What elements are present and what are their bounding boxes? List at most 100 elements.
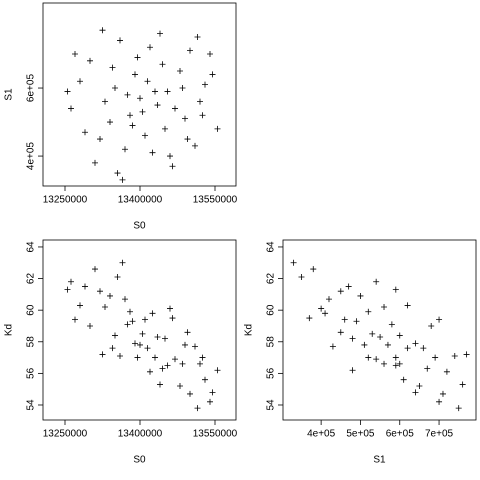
point	[154, 102, 161, 109]
plot-box	[42, 239, 237, 421]
point	[119, 259, 126, 266]
point	[157, 381, 163, 388]
point	[137, 341, 143, 348]
point	[117, 37, 123, 44]
point	[149, 149, 156, 156]
point	[144, 345, 151, 352]
point	[159, 365, 166, 372]
point	[119, 176, 126, 183]
point	[127, 308, 133, 315]
point	[169, 163, 176, 170]
point	[349, 367, 356, 374]
point	[432, 354, 439, 361]
point	[202, 376, 208, 383]
point	[392, 354, 399, 361]
point	[187, 47, 193, 54]
plot-box	[42, 2, 237, 187]
point	[400, 376, 407, 383]
point	[463, 351, 470, 358]
y-tick-label: 6e+05	[26, 74, 37, 103]
point	[396, 332, 403, 339]
point	[197, 98, 203, 105]
point	[102, 98, 108, 105]
y-tick-label: 62	[266, 273, 277, 285]
point	[416, 383, 423, 390]
point	[187, 390, 193, 397]
point	[392, 362, 399, 369]
point	[77, 302, 83, 309]
point	[92, 159, 98, 166]
point	[112, 85, 118, 92]
x-tick-label: 4e+05	[307, 429, 336, 440]
y-tick-label: 64	[266, 241, 277, 253]
point	[142, 132, 148, 139]
point	[137, 95, 143, 102]
point	[388, 321, 395, 328]
point	[341, 316, 348, 323]
point	[114, 170, 121, 177]
point	[72, 51, 78, 58]
point	[129, 318, 136, 325]
y-axis-label: S1	[4, 88, 15, 101]
point	[87, 57, 93, 64]
point	[147, 44, 153, 51]
x-tick-label: 13400000	[118, 195, 163, 206]
x-tick-label: 5e+05	[346, 429, 375, 440]
point	[177, 68, 183, 75]
y-tick-label: 54	[266, 399, 277, 411]
point	[139, 108, 146, 115]
point	[337, 288, 344, 295]
x-axis-label: S0	[133, 221, 146, 232]
point	[322, 310, 329, 317]
point	[142, 316, 148, 323]
point	[129, 122, 136, 129]
point	[192, 142, 198, 149]
y-axis-label: Kd	[4, 324, 15, 336]
point	[207, 51, 213, 58]
point	[167, 153, 173, 160]
y-tick-label: 64	[26, 241, 37, 253]
y-tick-label: 54	[26, 399, 37, 411]
point	[381, 304, 388, 311]
y-tick-label: 58	[26, 336, 37, 348]
point	[192, 343, 198, 350]
point	[152, 354, 158, 361]
point	[207, 398, 213, 405]
point	[455, 405, 462, 412]
point	[122, 146, 128, 153]
point	[152, 88, 158, 95]
point	[337, 329, 344, 336]
point	[325, 296, 332, 303]
point	[214, 367, 221, 374]
point	[365, 308, 372, 315]
point	[102, 304, 108, 311]
point	[439, 390, 446, 397]
point	[381, 360, 388, 367]
point	[184, 136, 191, 143]
point	[290, 259, 297, 266]
point	[87, 322, 93, 329]
point	[167, 305, 173, 312]
point	[139, 330, 146, 337]
point	[182, 115, 188, 122]
point	[404, 345, 411, 352]
point	[412, 389, 419, 396]
y-axis-label: Kd	[244, 324, 255, 336]
point	[436, 316, 443, 323]
point	[199, 354, 206, 361]
point	[172, 105, 178, 112]
point	[107, 119, 113, 126]
point	[428, 322, 435, 329]
point	[424, 365, 431, 372]
point	[92, 266, 98, 273]
point	[112, 332, 118, 339]
y-tick-label: 56	[266, 367, 277, 379]
point	[202, 81, 208, 88]
point	[373, 356, 380, 363]
point	[369, 330, 376, 337]
point	[194, 34, 201, 41]
point	[345, 283, 352, 290]
point	[349, 335, 356, 342]
point	[310, 266, 317, 273]
